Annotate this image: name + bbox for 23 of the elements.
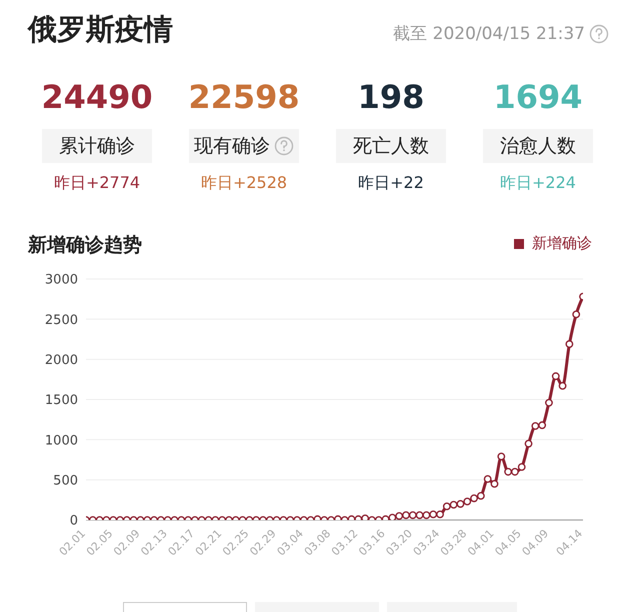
text: 24490 <box>40 77 154 118</box>
y-tick-label: 3000 <box>44 272 78 288</box>
y-tick-label: 2000 <box>44 352 78 368</box>
text: 昨日+22 <box>357 173 425 194</box>
text: 累计确诊 <box>59 134 135 159</box>
text: 截至 2020/04/15 21:37 <box>393 23 585 45</box>
text: 昨日+2528 <box>200 173 288 194</box>
text: 昨日+224 <box>499 173 577 194</box>
text: 俄罗斯疫情 <box>28 11 173 48</box>
y-tick-label: 0 <box>70 514 78 529</box>
y-tick-label: 2500 <box>44 312 78 328</box>
text: 1694 <box>492 77 584 118</box>
text: 198 <box>356 77 426 118</box>
legend-label: 新增确诊 <box>532 234 592 253</box>
text: 现有确诊 <box>194 134 270 159</box>
y-tick-label: 500 <box>53 473 78 488</box>
y-tick-label: 1000 <box>44 433 78 448</box>
chart-title: 新增确诊趋势 <box>28 233 142 258</box>
text: 昨日+2774 <box>52 173 142 194</box>
text: 治愈人数 <box>500 134 576 159</box>
text: 死亡人数 <box>353 134 429 159</box>
text: 22598 <box>187 77 301 118</box>
y-tick-label: 1500 <box>44 393 78 408</box>
